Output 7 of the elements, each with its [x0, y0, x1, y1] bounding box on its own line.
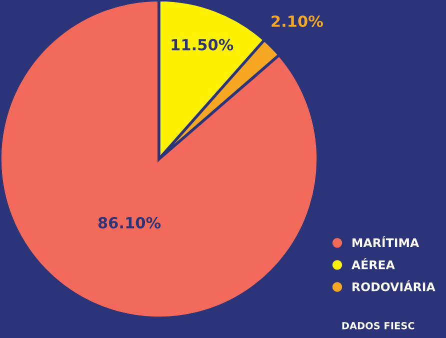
text: DADOS FIESC — [342, 322, 414, 330]
data-label: 11.50% — [172, 38, 234, 50]
legend-label: AÉREA — [351, 258, 395, 270]
legend-label: MARÍTIMA — [352, 236, 420, 248]
data-label: 86.10% — [98, 216, 161, 229]
legend-label: RODOVIÁRIA — [352, 280, 436, 292]
data-label: 2.10% — [272, 15, 323, 28]
